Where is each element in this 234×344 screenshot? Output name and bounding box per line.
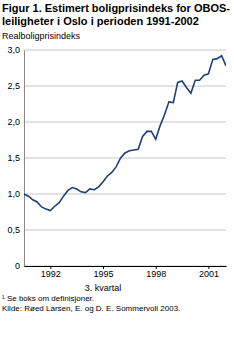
line [24, 56, 226, 211]
y-tick-label: 2,0 [7, 117, 20, 127]
y-tick-label: 3,0 [7, 45, 20, 55]
y-axis-line [24, 51, 25, 267]
grid [24, 50, 226, 266]
x-tick-label: 1992 [41, 269, 61, 279]
y-tick-label: 0,5 [7, 225, 20, 235]
x-axis: 1992 1995 1998 2001 [25, 266, 227, 279]
grid-line [24, 266, 226, 267]
x-tick-label: 1998 [146, 269, 166, 279]
y-tick: 0 [15, 261, 24, 271]
x-tick: 2001 [199, 266, 219, 279]
y-tick-label: 1,5 [7, 153, 20, 163]
y-axis-title: Realboligprisindeks [2, 31, 81, 41]
x-tick: 1992 [41, 266, 61, 279]
x-tick-label: 1995 [94, 269, 114, 279]
title: Figur 1. Estimert boligprisindeks for OB… [0, 0, 232, 28]
grid-line [24, 158, 226, 159]
footnote: ¹ Se boks om definisjoner. [2, 294, 232, 304]
plot-area [24, 56, 226, 211]
chart: 0 0,5 1,0 1,5 2,0 2,5 3,0 1992 1995 1998 2001 Realb… [0, 28, 234, 294]
y-tick: 2,5 [7, 81, 24, 91]
y-tick: 0,5 [7, 225, 24, 235]
grid-line [24, 194, 226, 195]
y-tick-label: 0 [15, 261, 20, 271]
x-axis-title: 3. kvartal [85, 283, 122, 293]
x-axis-line [25, 266, 227, 267]
grid-line [24, 122, 226, 123]
y-tick: 2,0 [7, 117, 24, 127]
grid-line [24, 86, 226, 87]
y-tick: 1,5 [7, 153, 24, 163]
x-tick-label: 2001 [199, 269, 219, 279]
x-tick: 1998 [146, 266, 166, 279]
y-tick-label: 2,5 [7, 81, 20, 91]
grid-line [24, 50, 226, 51]
grid-line [24, 230, 226, 231]
y-tick-label: 1,0 [7, 189, 20, 199]
source: Kilde: Røed Larsen, E. og D. E. Sommervo… [2, 304, 232, 314]
x-tick: 1995 [94, 266, 114, 279]
y-tick: 3,0 [7, 45, 24, 55]
y-tick: 1,0 [7, 189, 24, 199]
y-axis: 0 0,5 1,0 1,5 2,0 2,5 3,0 [7, 45, 24, 271]
